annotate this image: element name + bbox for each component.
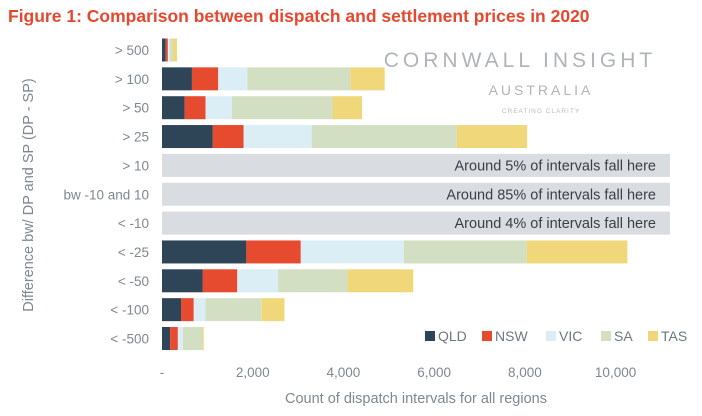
legend-swatch-vic [546, 331, 556, 341]
bar-nsw-25 [246, 240, 301, 264]
bar-tas-50 [332, 96, 363, 120]
y-tick-label-100: > 100 [115, 72, 149, 87]
bar-sa-25 [311, 125, 457, 149]
y-tick-label-50: > 50 [122, 101, 149, 116]
bar-tas-25 [526, 240, 628, 264]
bar-tas-100 [350, 67, 385, 91]
chart-title: Figure 1: Comparison between dispatch an… [8, 6, 590, 26]
bar-sa-25 [403, 240, 527, 264]
bar-nsw-100 [181, 298, 194, 322]
bar-sa-100 [205, 298, 262, 322]
x-axis-label: Count of dispatch intervals for all regi… [285, 391, 547, 407]
legend-item-vic: VIC [546, 328, 582, 344]
bar-nsw-500 [170, 327, 178, 350]
legend-item-qld: QLD [425, 328, 467, 344]
x-tick-label-5: 10,000 [595, 365, 636, 380]
legend-item-sa: SA [601, 328, 633, 344]
bar-vic-100 [193, 298, 206, 322]
bar-nsw-100 [191, 67, 219, 91]
y-tick-label-10: < -10 [118, 216, 149, 231]
bar-nsw-50 [184, 96, 206, 120]
bar-qld-25 [162, 125, 213, 149]
y-axis-tick-labels: > 500 > 100 > 50 > 25 > 10 bw -10 and 10 < -10… [63, 43, 149, 347]
legend-label-nsw: NSW [495, 328, 528, 344]
bar-tas-500 [202, 327, 204, 350]
y-axis-label: Difference bw/ DP and SP (DP - SP) [21, 78, 37, 311]
legend-item-nsw: NSW [482, 328, 528, 344]
bar-sa-100 [247, 67, 351, 91]
bar-tas-100 [261, 298, 285, 322]
bar-tas-25 [456, 125, 528, 149]
bar-nsw-50 [202, 269, 238, 293]
bar-vic-25 [300, 240, 404, 264]
x-tick-label-3: 6,000 [417, 365, 451, 380]
bar-nsw-25 [212, 125, 244, 149]
logo-region: AUSTRALIA [489, 82, 594, 98]
legend-label-tas: TAS [661, 328, 687, 344]
bar-qld-25 [162, 240, 247, 264]
legend-swatch-nsw [482, 331, 492, 341]
bar-vic-500 [177, 327, 183, 350]
bar-sa-50 [278, 269, 348, 293]
overflow-annotation-10: Around 5% of intervals fall here [455, 158, 657, 174]
x-tick-label-1: 2,000 [236, 365, 270, 380]
bar-qld-500 [162, 327, 171, 350]
bar-sa-50 [231, 96, 333, 120]
legend-swatch-qld [425, 331, 435, 341]
bar-vic-100 [218, 67, 248, 91]
legend-swatch-tas [648, 331, 658, 341]
logo-name: CORNWALL INSIGHT [384, 49, 656, 72]
overflow-bar-bw-10-and-10 [162, 182, 670, 206]
bar-qld-50 [162, 269, 203, 293]
bar-qld-100 [162, 298, 182, 322]
overflow-annotation-10: Around 4% of intervals fall here [455, 216, 657, 232]
bar-tas-50 [347, 269, 414, 293]
y-tick-label-bw-10-and-10: bw -10 and 10 [63, 187, 149, 202]
bar-vic-25 [243, 125, 312, 149]
bar-vic-500 [167, 38, 170, 62]
overflow-bar-10 [162, 153, 670, 177]
bar-sa-500 [169, 38, 173, 62]
bar-nsw-500 [165, 38, 168, 62]
cornwall-insight-logo: CORNWALL INSIGHT AUSTRALIA CREATING CLAR… [384, 49, 656, 115]
overflow-bar-10 [162, 211, 670, 235]
y-tick-label-50: < -50 [118, 274, 149, 289]
legend-swatch-sa [601, 331, 611, 341]
x-axis-tick-labels: - 2,000 4,000 6,000 8,000 10,000 [160, 365, 636, 380]
bar-vic-50 [205, 96, 232, 120]
x-tick-label-0: - [160, 365, 165, 380]
y-tick-label-500: > 500 [115, 43, 149, 58]
legend: QLD NSW VIC SA TAS [425, 328, 687, 344]
bars-group [162, 38, 628, 350]
y-tick-label-100: < -100 [110, 303, 149, 318]
x-tick-label-2: 4,000 [327, 365, 361, 380]
y-tick-label-10: > 10 [122, 158, 149, 173]
bar-tas-500 [172, 38, 177, 62]
bar-qld-500 [162, 38, 166, 62]
x-tick-label-4: 8,000 [508, 365, 542, 380]
bar-sa-500 [182, 327, 203, 350]
bar-qld-100 [162, 67, 192, 91]
legend-item-tas: TAS [648, 328, 687, 344]
bar-qld-50 [162, 96, 185, 120]
y-tick-label-25: > 25 [122, 130, 149, 145]
logo-tagline: CREATING CLARITY [502, 108, 580, 115]
legend-label-sa: SA [614, 328, 633, 344]
overflow-annotation-bw-10-and-10: Around 85% of intervals fall here [446, 187, 656, 203]
y-tick-label-500: < -500 [110, 332, 149, 347]
legend-label-vic: VIC [559, 328, 582, 344]
overflow-annotations: Around 5% of intervals fall here Around 8… [162, 153, 670, 235]
bar-vic-50 [237, 269, 279, 293]
y-tick-label-25: < -25 [118, 245, 149, 260]
legend-label-qld: QLD [438, 328, 467, 344]
